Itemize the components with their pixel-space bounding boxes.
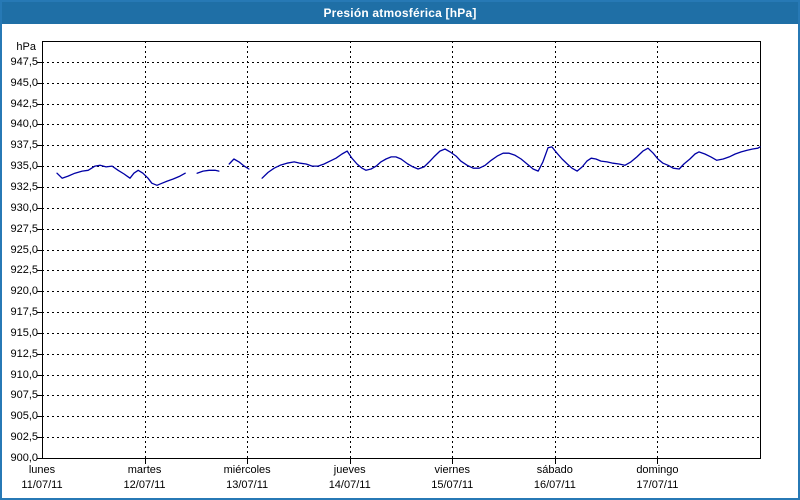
- y-tick-label: 937,5: [10, 139, 38, 152]
- day-date: 13/07/11: [226, 479, 269, 491]
- chart-title: Presión atmosférica [hPa]: [323, 6, 477, 20]
- y-tick-label: 905,0: [10, 410, 38, 423]
- y-tick-label: 915,0: [10, 326, 38, 339]
- day-date: 17/07/11: [636, 479, 679, 491]
- day-name: sábado: [536, 464, 573, 476]
- y-tick-label: 900,0: [10, 452, 38, 464]
- x-day-label: domingo 17/07/11: [597, 463, 717, 493]
- x-day-label: martes 12/07/11: [85, 463, 205, 493]
- day-name: miércoles: [223, 464, 271, 476]
- y-tick-label: 902,5: [10, 431, 38, 444]
- y-axis-unit-label: hPa: [16, 41, 36, 53]
- x-day-label: sábado 16/07/11: [495, 463, 615, 493]
- x-day-label: jueves 14/07/11: [290, 463, 410, 493]
- day-date: 11/07/11: [21, 479, 63, 491]
- y-tick-label: 922,5: [10, 264, 38, 277]
- y-tick-label: 920,0: [10, 285, 38, 298]
- day-date: 16/07/11: [533, 479, 576, 491]
- day-name: martes: [127, 464, 162, 476]
- y-tick-label: 930,0: [10, 201, 38, 214]
- y-tick-label: 927,5: [10, 222, 38, 235]
- y-tick-label: 942,5: [10, 97, 38, 110]
- y-tick-label: 935,0: [10, 160, 38, 173]
- y-tick-label: 910,0: [10, 368, 38, 381]
- x-day-label: viernes 15/07/11: [392, 463, 512, 493]
- y-tick-label: 917,5: [10, 306, 38, 319]
- day-name: jueves: [333, 464, 366, 476]
- y-tick-label: 912,5: [10, 347, 38, 360]
- x-day-label: lunes 11/07/11: [2, 463, 102, 493]
- day-name: viernes: [434, 464, 471, 476]
- day-name: lunes: [28, 464, 56, 476]
- y-tick-label: 947,5: [10, 55, 38, 68]
- y-tick-label: 907,5: [10, 389, 38, 402]
- day-date: 14/07/11: [328, 479, 371, 491]
- day-date: 15/07/11: [431, 479, 474, 491]
- day-name: domingo: [636, 464, 679, 476]
- pressure-line-chart: [37, 41, 761, 464]
- chart-title-bar: Presión atmosférica [hPa]: [2, 2, 798, 24]
- y-tick-label: 940,0: [10, 118, 38, 131]
- x-day-label: miércoles 13/07/11: [187, 463, 307, 493]
- y-tick-label: 925,0: [10, 243, 38, 256]
- y-tick-label: 932,5: [10, 180, 38, 193]
- y-tick-label: 945,0: [10, 76, 38, 89]
- day-date: 12/07/11: [123, 479, 166, 491]
